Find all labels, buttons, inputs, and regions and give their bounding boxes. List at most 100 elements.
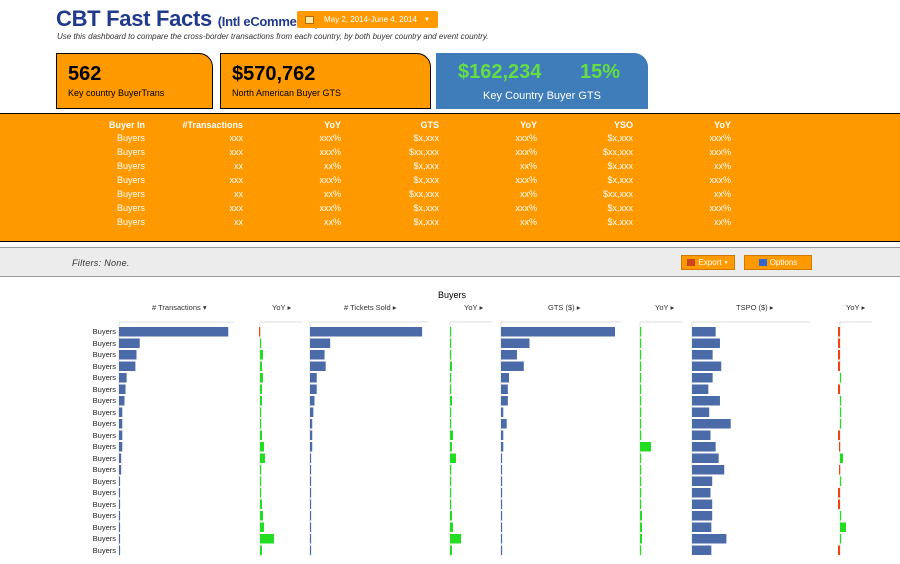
yoy-bar[interactable] <box>838 338 840 349</box>
yoy-bar[interactable] <box>838 350 840 360</box>
bar[interactable] <box>310 361 326 372</box>
bar[interactable] <box>310 419 313 429</box>
bar[interactable] <box>692 350 713 360</box>
bar[interactable] <box>692 407 710 418</box>
bar[interactable] <box>119 511 121 521</box>
yoy-bar[interactable] <box>640 488 642 498</box>
yoy-bar[interactable] <box>260 338 262 349</box>
bar[interactable] <box>501 327 615 337</box>
yoy-bar[interactable] <box>450 361 452 372</box>
yoy-bar[interactable] <box>450 407 452 418</box>
bar[interactable] <box>692 453 719 464</box>
yoy-bar[interactable] <box>450 396 452 406</box>
yoy-bar[interactable] <box>450 373 452 383</box>
bar[interactable] <box>119 384 126 395</box>
yoy-bar[interactable] <box>450 534 461 544</box>
yoy-bar[interactable] <box>640 361 642 372</box>
bar[interactable] <box>310 545 312 556</box>
bar[interactable] <box>310 338 331 349</box>
yoy-bar[interactable] <box>640 373 642 383</box>
bar[interactable] <box>501 373 509 383</box>
yoy-bar[interactable] <box>838 430 840 441</box>
yoy-bar[interactable] <box>260 522 264 533</box>
yoy-bar[interactable] <box>260 534 274 544</box>
bar[interactable] <box>501 453 503 464</box>
yoy-bar[interactable] <box>840 453 843 464</box>
bar[interactable] <box>501 511 503 521</box>
yoy-bar[interactable] <box>260 442 264 452</box>
bar[interactable] <box>310 407 314 418</box>
yoy-bar[interactable] <box>260 488 262 498</box>
bar[interactable] <box>119 522 121 533</box>
yoy-bar[interactable] <box>450 384 452 395</box>
bar[interactable] <box>692 419 731 429</box>
bar[interactable] <box>501 476 503 487</box>
yoy-bar[interactable] <box>450 430 453 441</box>
yoy-bar[interactable] <box>640 465 642 475</box>
yoy-bar[interactable] <box>260 511 263 521</box>
yoy-bar[interactable] <box>450 327 452 337</box>
yoy-bar[interactable] <box>259 327 261 337</box>
bar[interactable] <box>692 430 711 441</box>
bar[interactable] <box>501 465 503 475</box>
bar[interactable] <box>692 534 727 544</box>
bar[interactable] <box>501 396 508 406</box>
yoy-bar[interactable] <box>450 419 452 429</box>
col-header-yoy[interactable]: YoY ▸ <box>464 303 484 312</box>
yoy-bar[interactable] <box>838 361 840 372</box>
bar[interactable] <box>692 476 713 487</box>
yoy-bar[interactable] <box>640 511 642 521</box>
yoy-bar[interactable] <box>640 534 642 544</box>
yoy-bar[interactable] <box>640 522 642 533</box>
bar[interactable] <box>692 338 720 349</box>
bar[interactable] <box>310 511 312 521</box>
bar[interactable] <box>501 338 530 349</box>
export-button[interactable]: Export ▼ <box>681 255 735 270</box>
yoy-bar[interactable] <box>260 453 265 464</box>
bar[interactable] <box>310 327 423 337</box>
bar[interactable] <box>310 442 313 452</box>
date-range-picker[interactable]: May 2, 2014-June 4, 2014 ▼ <box>297 11 438 28</box>
yoy-bar[interactable] <box>450 442 452 452</box>
bar[interactable] <box>692 384 709 395</box>
yoy-bar[interactable] <box>450 511 452 521</box>
bar[interactable] <box>119 534 121 544</box>
bar[interactable] <box>501 384 508 395</box>
yoy-bar[interactable] <box>260 384 262 395</box>
yoy-bar[interactable] <box>260 430 262 441</box>
bar[interactable] <box>692 488 711 498</box>
bar[interactable] <box>501 430 504 441</box>
yoy-bar[interactable] <box>640 430 642 441</box>
yoy-bar[interactable] <box>838 545 840 556</box>
bar[interactable] <box>501 534 503 544</box>
bar[interactable] <box>692 361 722 372</box>
bar[interactable] <box>119 419 123 429</box>
bar[interactable] <box>119 453 122 464</box>
yoy-bar[interactable] <box>640 442 651 452</box>
bar[interactable] <box>501 407 504 418</box>
bar[interactable] <box>692 396 720 406</box>
yoy-bar[interactable] <box>640 338 642 349</box>
yoy-bar[interactable] <box>840 511 842 521</box>
bar[interactable] <box>119 545 121 556</box>
bar[interactable] <box>692 499 713 510</box>
bar[interactable] <box>119 465 122 475</box>
yoy-bar[interactable] <box>840 407 842 418</box>
bar[interactable] <box>310 373 317 383</box>
yoy-bar[interactable] <box>839 442 841 452</box>
col-header-yoy[interactable]: YoY ▸ <box>846 303 866 312</box>
bar[interactable] <box>119 442 123 452</box>
yoy-bar[interactable] <box>840 476 842 487</box>
yoy-bar[interactable] <box>838 384 840 395</box>
yoy-bar[interactable] <box>450 453 456 464</box>
yoy-bar[interactable] <box>450 522 453 533</box>
bar[interactable] <box>501 442 504 452</box>
bar[interactable] <box>692 511 713 521</box>
yoy-bar[interactable] <box>450 499 452 510</box>
bar[interactable] <box>310 430 313 441</box>
bar[interactable] <box>119 499 121 510</box>
bar[interactable] <box>310 465 312 475</box>
yoy-bar[interactable] <box>640 453 642 464</box>
bar[interactable] <box>119 476 121 487</box>
yoy-bar[interactable] <box>260 361 262 372</box>
